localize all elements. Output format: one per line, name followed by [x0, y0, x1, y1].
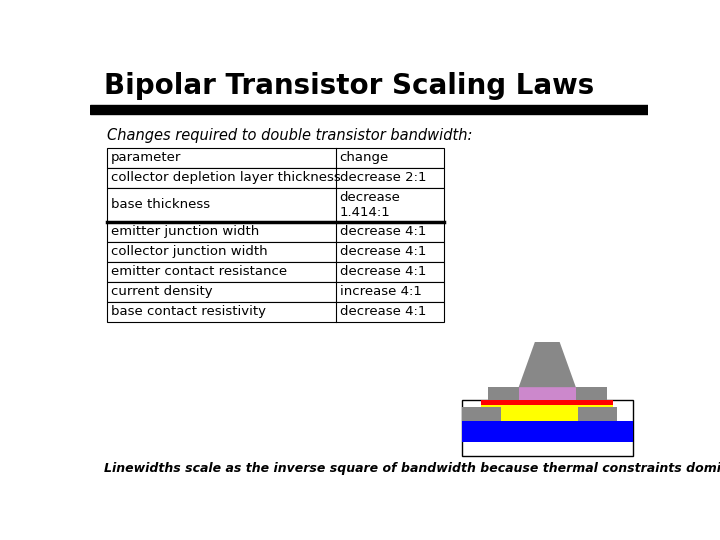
Bar [107, 188, 444, 222]
Bar [107, 282, 444, 302]
Text: Changes required to double transistor bandwidth:: Changes required to double transistor ba… [107, 128, 472, 143]
Bar [107, 262, 444, 282]
Bar [107, 222, 444, 242]
Bar [462, 407, 500, 421]
Text: decrease 4:1: decrease 4:1 [340, 306, 426, 319]
Text: increase 4:1: increase 4:1 [340, 286, 421, 299]
Bar [107, 148, 444, 168]
Text: parameter: parameter [111, 151, 181, 165]
Text: collector depletion layer thickness: collector depletion layer thickness [111, 172, 341, 185]
Text: Bipolar Transistor Scaling Laws: Bipolar Transistor Scaling Laws [104, 72, 594, 100]
Text: current density: current density [111, 286, 212, 299]
Bar [462, 421, 632, 442]
Text: decrease 4:1: decrease 4:1 [340, 266, 426, 279]
Polygon shape [518, 387, 576, 397]
Text: decrease
1.414:1: decrease 1.414:1 [340, 191, 400, 219]
Bar [518, 387, 576, 400]
Bar [482, 405, 613, 421]
Bar [578, 407, 617, 421]
Bar [107, 168, 444, 188]
Text: collector junction width: collector junction width [111, 245, 268, 259]
Bar [107, 302, 444, 322]
Text: change: change [340, 151, 389, 165]
Text: emitter junction width: emitter junction width [111, 225, 259, 238]
Text: base contact resistivity: base contact resistivity [111, 306, 266, 319]
Bar [576, 387, 607, 400]
Text: emitter contact resistance: emitter contact resistance [111, 266, 287, 279]
Bar [107, 242, 444, 262]
Text: decrease 2:1: decrease 2:1 [340, 172, 426, 185]
Bar [90, 105, 648, 114]
Polygon shape [518, 342, 576, 387]
Text: Linewidths scale as the inverse square of bandwidth because thermal constraints : Linewidths scale as the inverse square o… [104, 462, 720, 475]
Bar [487, 387, 518, 400]
Text: base thickness: base thickness [111, 198, 210, 212]
Text: decrease 4:1: decrease 4:1 [340, 225, 426, 238]
Bar [482, 400, 613, 405]
Text: decrease 4:1: decrease 4:1 [340, 245, 426, 259]
Bar [462, 400, 632, 456]
